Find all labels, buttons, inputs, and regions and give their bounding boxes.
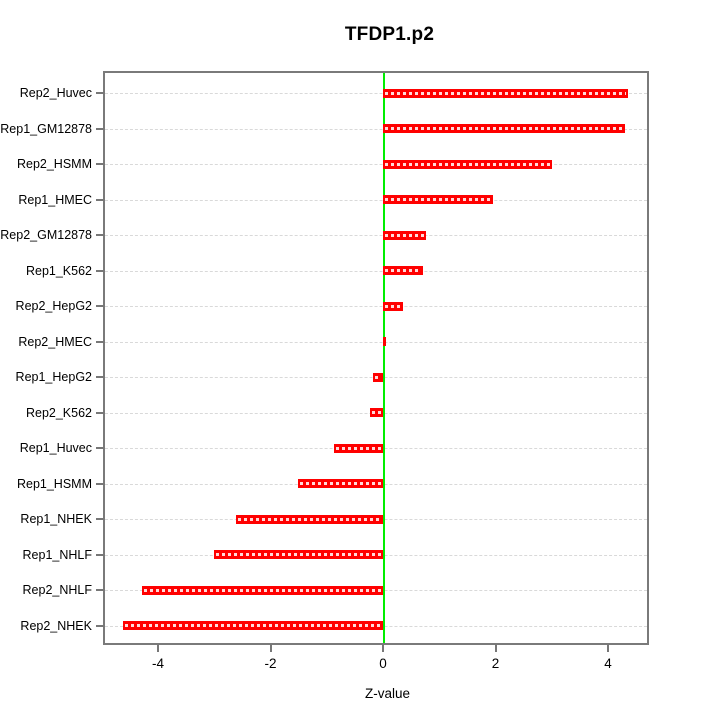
y-axis-category-label: Rep2_HSMM	[16, 157, 92, 171]
bar-dash-pattern	[385, 127, 624, 130]
chart-title: TFDP1.p2	[344, 24, 435, 45]
y-axis-tick	[96, 234, 104, 236]
bar	[373, 372, 383, 382]
bar	[383, 195, 494, 204]
y-axis-category-label: Rep2_GM12878	[0, 228, 92, 242]
y-axis-tick	[96, 411, 104, 414]
bar	[369, 408, 383, 417]
x-axis-tick-label: 2	[491, 656, 500, 671]
y-axis-category-label: Rep1_Huvec	[19, 441, 92, 455]
y-axis-category-label: Rep2_Huvec	[19, 86, 92, 100]
bar-dash-pattern	[336, 446, 381, 450]
bar-dash-pattern	[144, 588, 381, 592]
bar	[383, 88, 628, 98]
y-axis-category-label: Rep1_HepG2	[15, 370, 92, 384]
y-axis-category-label: Rep2_K562	[25, 405, 92, 420]
bar-dash-pattern	[371, 411, 381, 414]
row-gridline	[105, 235, 647, 236]
bar	[383, 124, 626, 133]
bar-dash-pattern	[385, 304, 401, 308]
y-axis-tick	[96, 518, 104, 520]
zero-line	[383, 73, 385, 643]
bar-dash-pattern	[216, 553, 381, 556]
x-axis-tick-label: -2	[264, 656, 277, 671]
bar	[142, 585, 383, 595]
bar	[383, 337, 386, 346]
bar-dash-pattern	[300, 482, 381, 485]
x-axis-tick-label: -4	[151, 656, 164, 671]
x-axis-tick	[157, 644, 159, 652]
y-axis-category-label: Rep1_K562	[25, 263, 92, 278]
bar	[383, 266, 423, 275]
bar	[334, 443, 383, 453]
y-axis-tick	[96, 589, 104, 591]
x-axis-tick	[607, 644, 609, 652]
x-axis-tick-label: 0	[379, 656, 387, 671]
bar	[383, 159, 553, 169]
bar	[235, 514, 383, 524]
y-axis-tick	[96, 482, 104, 485]
y-axis-tick	[96, 198, 104, 201]
y-axis-category-label: Rep1_HMEC	[18, 192, 92, 207]
bar-dash-pattern	[385, 233, 424, 237]
y-axis-tick	[96, 92, 104, 94]
bar-dash-pattern	[385, 269, 421, 272]
x-axis-tick	[494, 644, 497, 652]
bar-dash-pattern	[375, 375, 381, 379]
y-axis-category-label: Rep2_HepG2	[15, 299, 92, 313]
bar	[123, 621, 383, 630]
x-axis-tick	[382, 644, 384, 652]
y-axis-category-label: Rep2_NHEK	[20, 618, 92, 633]
bar	[383, 301, 403, 311]
y-axis-tick	[96, 127, 104, 130]
row-gridline	[105, 306, 647, 307]
y-axis-tick	[96, 340, 104, 343]
row-gridline	[105, 270, 647, 272]
y-axis-tick	[96, 376, 104, 378]
y-axis-category-label: Rep1_NHEK	[20, 512, 92, 526]
y-axis-tick	[96, 624, 104, 627]
x-axis-label: Z-value	[364, 686, 410, 701]
bar	[214, 550, 383, 559]
bar	[383, 230, 426, 240]
y-axis-tick	[96, 553, 104, 556]
bar-dash-pattern	[237, 517, 381, 521]
y-axis-category-label: Rep2_NHLF	[22, 583, 92, 597]
y-axis-tick	[96, 305, 104, 307]
y-axis-category-label: Rep1_GM12878	[0, 121, 92, 136]
y-axis-tick	[96, 447, 104, 449]
row-gridline	[105, 128, 647, 130]
y-axis-tick	[96, 269, 104, 272]
x-axis-tick-label: 4	[604, 656, 612, 671]
y-axis-category-label: Rep2_HMEC	[18, 334, 92, 349]
y-axis-tick	[96, 163, 104, 165]
row-gridline	[105, 164, 647, 165]
row-gridline	[105, 199, 647, 201]
bar-dash-pattern	[385, 162, 551, 166]
bar-dash-pattern	[125, 624, 381, 627]
x-axis-tick	[269, 644, 272, 652]
row-gridline	[105, 93, 647, 94]
row-gridline	[105, 341, 647, 343]
bar-dash-pattern	[385, 91, 626, 95]
plot-area	[103, 71, 649, 645]
y-axis-category-label: Rep1_HSMM	[16, 476, 92, 491]
bar	[298, 479, 383, 488]
y-axis-category-label: Rep1_NHLF	[22, 547, 92, 562]
bar-dash-pattern	[385, 198, 492, 201]
